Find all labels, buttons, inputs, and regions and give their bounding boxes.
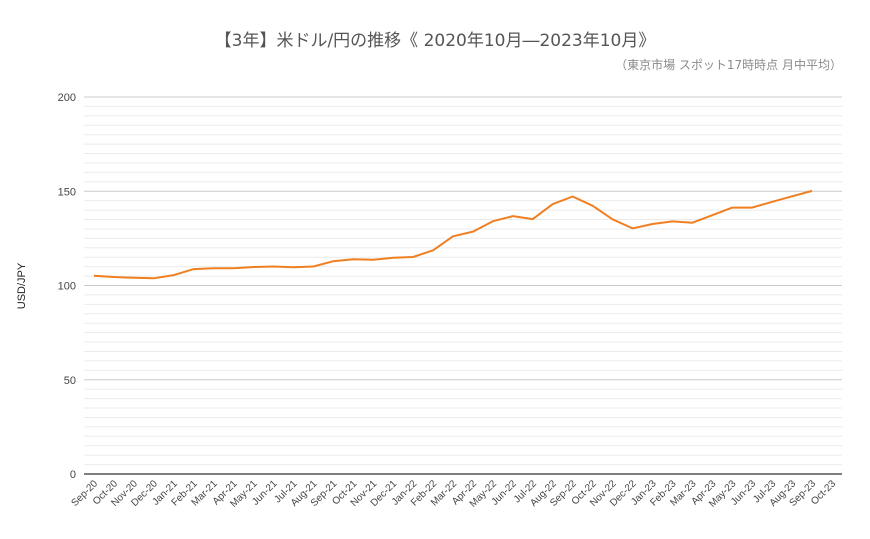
y-tick-label: 150 xyxy=(58,186,76,198)
chart-title: 【3年】米ドル/円の推移《 2020年10月―2023年10月》 xyxy=(214,31,656,51)
y-tick-label: 200 xyxy=(58,92,76,104)
chart-subtitle: （東京市場 スポット17時時点 月中平均） xyxy=(615,58,842,72)
y-tick-label: 100 xyxy=(58,281,76,293)
y-axis-ticks: 0 50 100 150 200 xyxy=(58,92,76,481)
y-tick-label: 0 xyxy=(70,469,76,481)
x-axis-ticks: Sep-20Oct-20Nov-20Dec-20Jan-21Feb-21Mar-… xyxy=(70,478,839,510)
y-tick-label: 50 xyxy=(64,375,76,387)
usd-jpy-line xyxy=(93,189,813,280)
gridlines xyxy=(84,96,842,466)
